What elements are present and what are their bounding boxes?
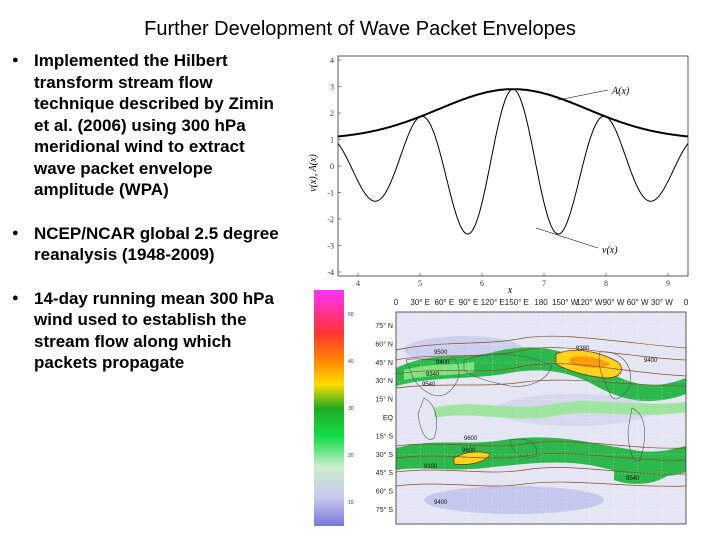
wave-x-tick-label: 7	[542, 279, 546, 288]
bullet-text: Implemented the Hilbert transform stream…	[34, 51, 274, 199]
wave-y-tick-label: -4	[327, 268, 334, 277]
wave-y-tick-label: 2	[330, 109, 334, 118]
bullet-text: 14-day running mean 300 hPa wind used to…	[34, 288, 274, 373]
bullet-dot-icon: ●	[12, 226, 19, 239]
bullet-dot-icon: ●	[12, 54, 19, 66]
map-lon-label: 0	[394, 298, 399, 307]
map-lon-label: 60° E	[435, 298, 455, 307]
map-lon-label: 180	[534, 298, 548, 307]
wave-x-tick-label: 5	[418, 279, 422, 288]
bullet-running-mean: ● 14-day running mean 300 hPa wind used …	[10, 288, 290, 374]
contour-value-label: 9540	[626, 476, 640, 482]
map-area: 9500 9400 9340 9540 9380 9400 9600 9600 9100 9540…	[396, 312, 686, 524]
map-lon-label: 120° W	[576, 298, 603, 307]
map-lat-label: 15° N	[375, 396, 393, 404]
colorbar-tick-label: 30	[348, 406, 354, 412]
bullet-text: NCEP/NCAR global 2.5 degree reanalysis (…	[34, 223, 279, 265]
contour-value-label: 9600	[464, 436, 478, 442]
map-lon-label: 0	[684, 298, 689, 307]
contour-value-label: 9340	[426, 372, 440, 378]
map-lat-label: 60° N	[375, 340, 393, 348]
colorbar	[314, 290, 344, 526]
contour-value-label: 9400	[434, 500, 448, 506]
bullet-dot-icon: ●	[12, 291, 19, 304]
map-lon-label: 30° E	[410, 298, 430, 307]
bullet-hilbert: ● Implemented the Hilbert transform stre…	[10, 50, 290, 201]
map-lon-label: 90° E	[459, 298, 479, 307]
colorbar-tick-label: 40	[348, 359, 354, 365]
bullet-reanalysis: ● NCEP/NCAR global 2.5 degree reanalysis…	[10, 223, 290, 266]
map-lon-label: 60° W	[627, 298, 649, 307]
contour-value-label: 9500	[434, 350, 448, 356]
wave-y-tick-label: -1	[327, 189, 334, 198]
map-lat-label: 30° S	[376, 451, 394, 459]
contour-value-label: 9540	[422, 382, 436, 388]
geopotential-contours	[396, 335, 686, 487]
contour-value-label: 9600	[462, 448, 476, 454]
map-lon-label: 150° W	[552, 298, 579, 307]
wave-curve	[337, 88, 689, 235]
map-lat-label: 15° S	[376, 432, 394, 440]
colorbar-tick-label: 50	[348, 312, 354, 318]
wave-label: v(x)	[602, 245, 618, 256]
contour-value-label: 9380	[576, 346, 590, 352]
wave-pointer	[535, 227, 599, 249]
wave-y-axis-label: v(x), A(x)	[308, 154, 319, 192]
map-lat-label: EQ	[383, 415, 394, 422]
contour-value-label: 9400	[436, 360, 450, 366]
slide-title: Further Development of Wave Packet Envel…	[144, 18, 576, 40]
wave-y-tick-label: 3	[330, 83, 334, 92]
map-lat-label: 45° N	[375, 359, 393, 367]
envelope-label: A(x)	[611, 86, 630, 97]
wave-x-axis-label: x	[507, 285, 513, 296]
wave-x-tick-label: 6	[480, 279, 484, 288]
wave-y-tick-label: 1	[330, 136, 334, 145]
map-lon-label: 120° E	[481, 298, 505, 307]
map-frame	[395, 311, 687, 525]
map-lat-label: 30° N	[375, 377, 393, 385]
colorbar-tick-label: 20	[348, 453, 354, 459]
map-lon-label: 30° W	[651, 298, 673, 307]
map-lon-label: 150° E	[505, 298, 529, 307]
wave-y-tick-label: 0	[330, 162, 334, 171]
map-lat-label: 60° S	[376, 488, 394, 496]
map-lat-label: 75° N	[375, 322, 393, 330]
wave-x-tick-label: 4	[356, 279, 360, 288]
wave-y-tick-label: 4	[330, 56, 334, 65]
wpa-map-figure: 50 40 30 20 10 0 30° E 60° E 90° E 120° E 150° E 1…	[314, 290, 689, 526]
colorbar-tick-label: 10	[348, 500, 354, 506]
wave-x-tick-label: 8	[604, 279, 608, 288]
contour-value-label: 9400	[644, 358, 658, 364]
coastlines	[405, 351, 645, 462]
map-lon-label: 90° W	[603, 298, 625, 307]
wave-plot-frame	[337, 55, 689, 277]
wave-packet-figure: 4 3 2 1 0 -1 -2 -3 -4 4 5 6 7 8 9 v(x), A(x) x A(x) v…	[308, 55, 689, 296]
envelope-pointer	[557, 89, 609, 101]
wave-y-tick-label: -3	[327, 242, 334, 251]
map-lat-label: 75° S	[376, 506, 394, 514]
contour-value-label: 9100	[424, 464, 438, 470]
wave-y-tick-label: -2	[327, 215, 334, 224]
bullet-list: ● Implemented the Hilbert transform stre…	[10, 50, 290, 396]
map-lat-label: 45° S	[376, 469, 394, 477]
wave-x-tick-label: 9	[666, 279, 670, 288]
